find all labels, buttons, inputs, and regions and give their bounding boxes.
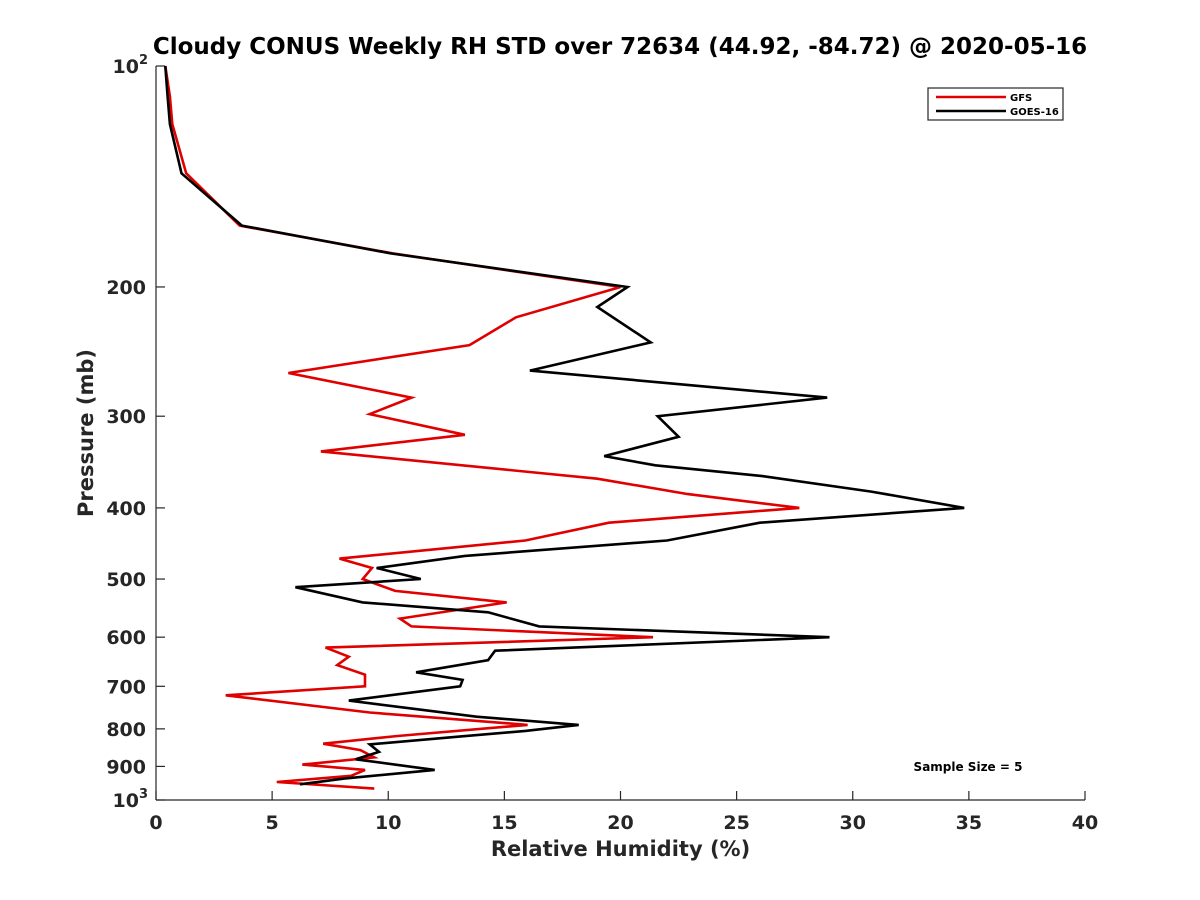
x-tick-label: 5: [266, 812, 279, 834]
legend: GFS GOES-16: [927, 87, 1064, 121]
y-tick-label: 103: [113, 787, 149, 812]
series-line-goes-16: [164, 65, 965, 786]
x-tick-label: 15: [491, 812, 517, 834]
x-tick-label: 20: [607, 812, 633, 834]
y-tick-label: 900: [106, 756, 146, 778]
sample-size-annotation: Sample Size = 5: [914, 760, 1023, 774]
chart-title: Cloudy CONUS Weekly RH STD over 72634 (4…: [153, 34, 1087, 60]
y-tick-label: 300: [106, 406, 146, 428]
legend-box: [927, 87, 1064, 121]
legend-entry-label: GFS: [1010, 93, 1032, 104]
x-tick-label: 0: [149, 812, 162, 834]
x-tick-label: 35: [956, 812, 982, 834]
y-tick-label: 600: [106, 627, 146, 649]
y-axis-label: Pressure (mb): [74, 349, 98, 517]
x-tick-label: 40: [1072, 812, 1098, 834]
y-tick-label: 400: [106, 498, 146, 520]
y-tick-label: 800: [106, 719, 146, 741]
x-tick-label: 30: [840, 812, 866, 834]
y-tick-label: 500: [106, 569, 146, 591]
series-line-gfs: [164, 65, 800, 790]
legend-entry-label: GOES-16: [1010, 107, 1059, 118]
x-axis-label: Relative Humidity (%): [491, 837, 750, 861]
x-tick-label: 10: [375, 812, 401, 834]
y-tick-label: 200: [106, 277, 146, 299]
y-tick-label: 102: [113, 53, 149, 78]
plot-area: 0 5 10 15 20 25 30 35 40 102 200 300 400 500 600 700 800…: [106, 53, 1098, 834]
y-tick-label: 700: [106, 676, 146, 698]
x-tick-label: 25: [723, 812, 749, 834]
